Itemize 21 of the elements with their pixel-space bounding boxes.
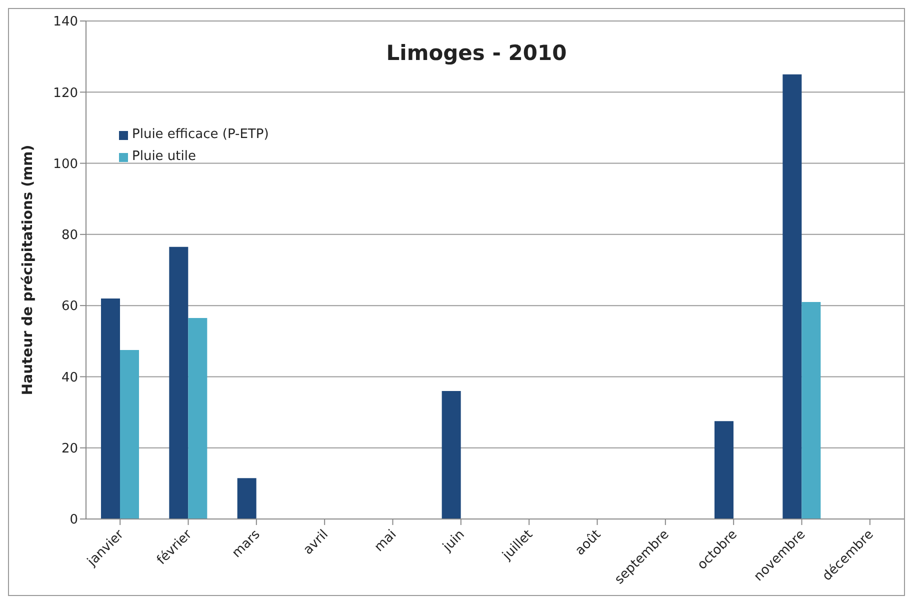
y-tick-label: 40 [61, 370, 78, 386]
y-tick-label: 80 [61, 228, 78, 244]
bar [782, 74, 802, 519]
y-tick-label: 100 [53, 156, 78, 172]
y-tick-label: 140 [53, 14, 78, 30]
text: Limoges - 2010 [385, 41, 568, 65]
bar [100, 298, 120, 519]
legend-label: Pluie utile [132, 148, 196, 166]
bar [169, 246, 188, 519]
bar [237, 478, 256, 519]
y-tick-label: 0 [70, 512, 78, 528]
bar [120, 350, 139, 519]
bar [802, 302, 821, 519]
bar [188, 318, 208, 519]
legend-label: Pluie efficace (P-ETP) [132, 126, 269, 144]
y-tick-label: 120 [53, 86, 78, 101]
y-tick-label: 60 [61, 299, 78, 314]
y-axis-title: Hauteur de précipitations (mm) [20, 144, 36, 396]
bar [442, 390, 461, 519]
bar [714, 421, 734, 519]
y-tick-label: 20 [61, 441, 78, 456]
